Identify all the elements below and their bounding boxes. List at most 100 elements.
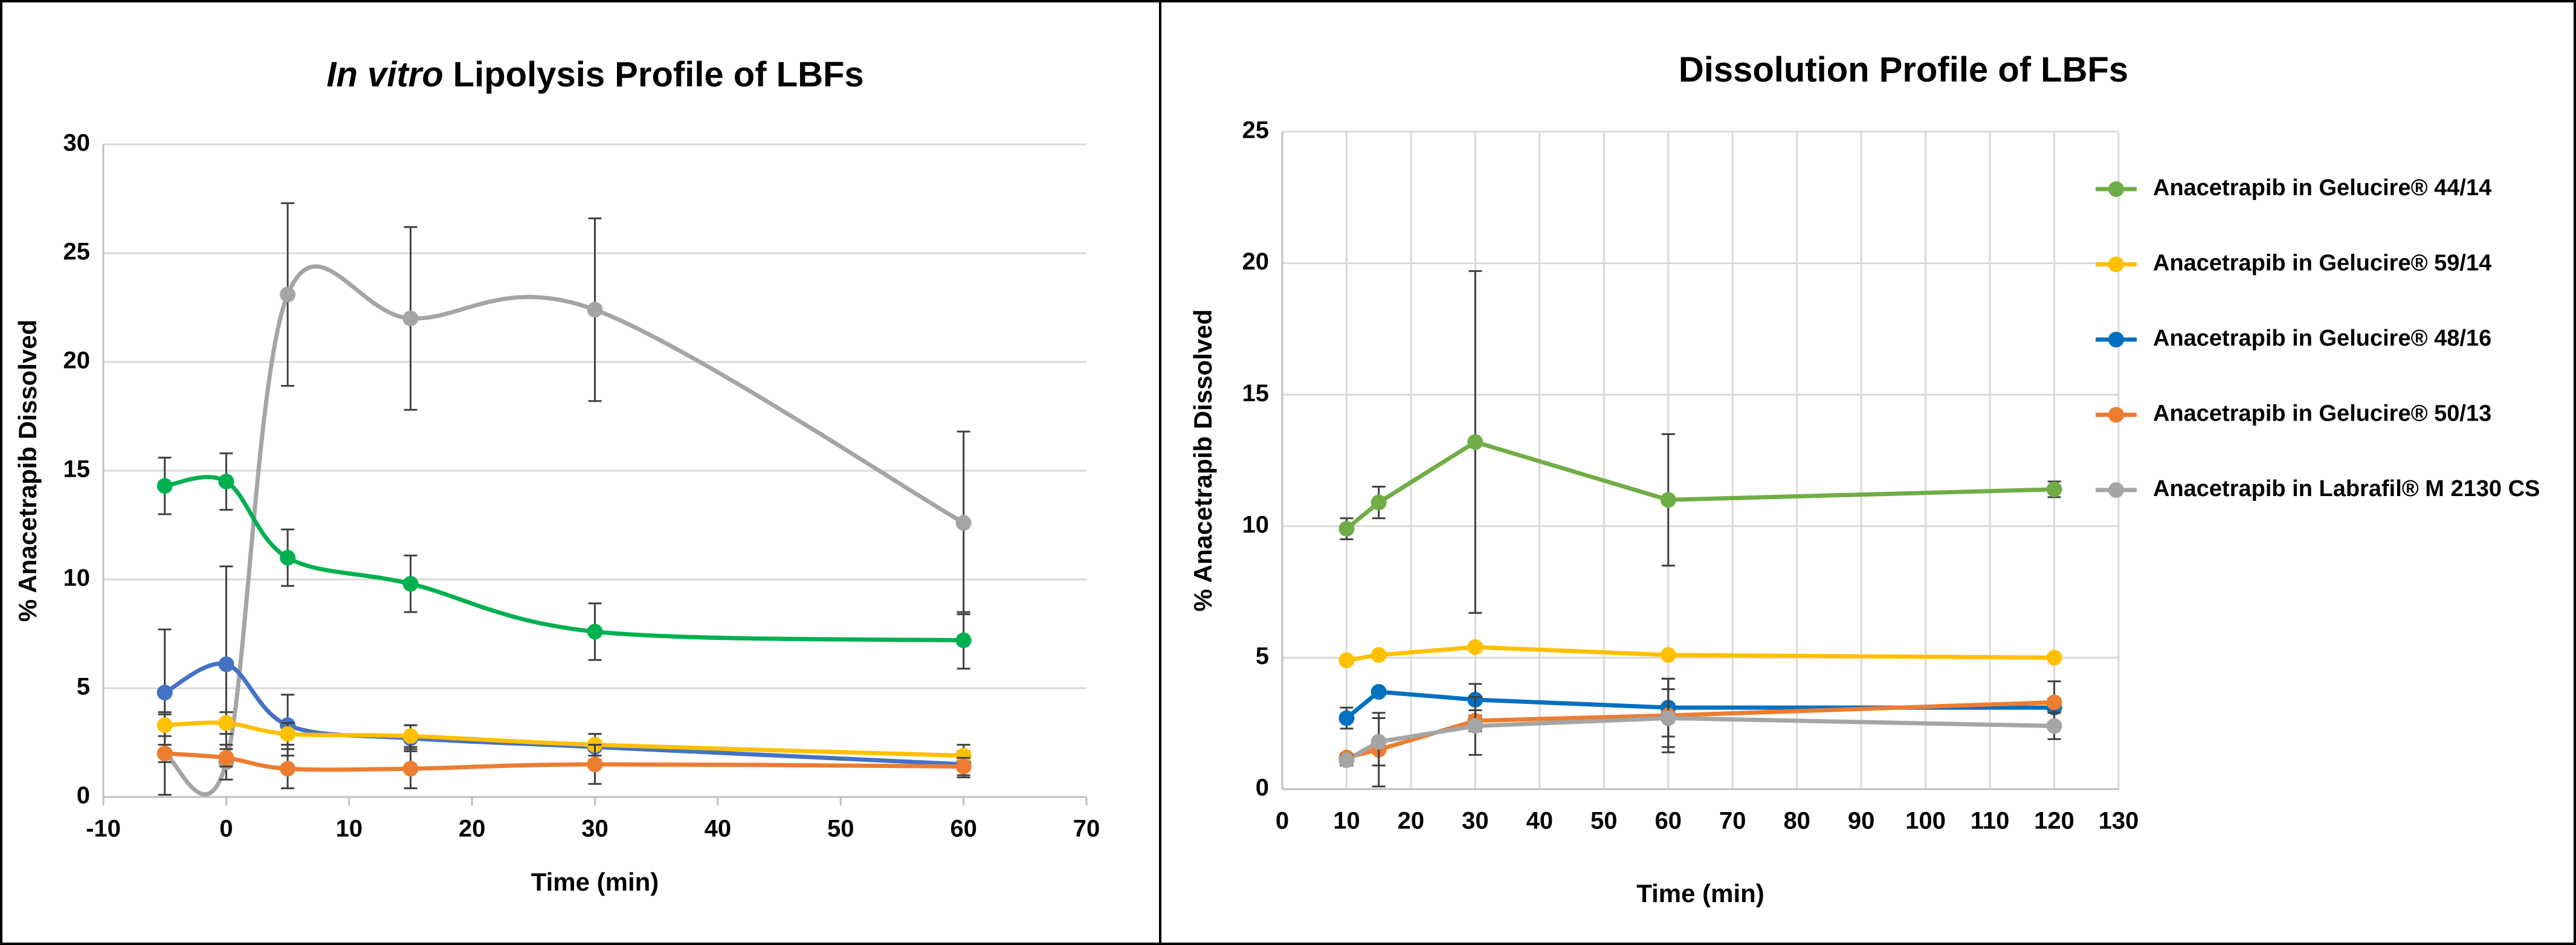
y-tick-label: 10 [63,565,91,592]
data-point [218,715,234,731]
x-tick-label: 30 [581,816,608,842]
legend-marker [2108,181,2124,197]
x-tick-label: 20 [459,816,486,842]
x-tick-label: 70 [1719,808,1746,834]
data-point [587,624,603,640]
series-line [164,264,965,796]
x-tick-label: 10 [1333,808,1360,834]
x-axis-label: Time (min) [1636,879,1764,908]
data-point [2046,481,2062,497]
data-point [1370,683,1387,700]
title-part: Dissolution Profile of LBFs [1679,50,2128,89]
data-point [955,632,972,648]
data-point [1467,639,1483,655]
data-point [587,756,603,772]
data-point [280,286,296,303]
x-tick-label: 130 [2099,808,2139,834]
y-tick-label: 15 [63,456,91,483]
x-tick-label: 0 [1276,808,1289,834]
y-tick-label: 0 [77,782,90,809]
y-axis-label: % Anacetrapib Dissolved [1189,309,1217,611]
data-point [157,478,173,494]
data-point [280,550,296,566]
data-point [218,474,234,489]
data-point [157,746,173,761]
legend-marker [2108,332,2124,347]
data-point [955,747,972,764]
chart-title: In vitro Lipolysis Profile of LBFs [326,55,864,94]
data-point [157,685,173,701]
x-tick-label: -10 [86,816,121,842]
title-part: In vitro [326,55,443,94]
y-tick-label: 30 [63,130,91,156]
data-point [1660,647,1676,663]
data-point [955,758,972,775]
x-tick-label: 40 [1526,808,1554,834]
y-tick-label: 5 [77,674,90,700]
series-line [1345,440,2055,531]
x-tick-label: 50 [827,816,854,842]
x-tick-label: 100 [1905,808,1946,834]
legend-label: Anacetrapib in Gelucire® 48/16 [2153,326,2491,351]
x-tick-label: 60 [1655,808,1682,834]
x-tick-label: 20 [1398,808,1425,834]
data-point [1338,752,1355,769]
legend-marker [2108,256,2124,273]
data-point [280,761,296,777]
y-axis-label: % Anacetrapib Dissolved [13,320,42,622]
data-point [157,717,173,734]
y-tick-label: 10 [1242,511,1270,538]
data-point [587,302,603,318]
series-line [1345,716,2055,763]
data-point [218,750,234,766]
legend-marker [2108,407,2124,423]
data-point [1467,718,1483,734]
data-point [218,656,234,672]
data-point [1338,652,1355,668]
data-point [402,761,419,777]
y-tick-label: 20 [1242,248,1270,275]
data-point [2046,718,2062,734]
x-tick-label: 120 [2034,808,2074,834]
data-point [1338,521,1355,537]
x-tick-label: 60 [950,816,977,842]
legend-label: Anacetrapib in Gelucire® 44/14 [2153,175,2491,201]
data-point [402,311,419,326]
data-point [2046,650,2062,666]
x-tick-label: 50 [1590,808,1618,834]
legend-label: Anacetrapib in Gelucire® 50/13 [2153,401,2491,427]
data-point [1370,647,1387,663]
data-point [1467,434,1483,450]
data-point [1370,494,1387,511]
x-tick-label: 40 [705,816,732,842]
legend-label: Anacetrapib in Gelucire® 59/14 [2153,251,2491,276]
title-part: Lipolysis Profile of LBFs [453,55,864,94]
y-tick-label: 25 [63,239,91,265]
x-tick-label: 0 [219,816,233,842]
data-point [1370,734,1387,750]
legend-marker [2108,482,2124,498]
y-tick-label: 15 [1242,380,1270,407]
x-axis-label: Time (min) [531,868,659,896]
data-point [402,728,419,744]
x-tick-label: 70 [1073,816,1100,842]
data-point [2046,694,2062,711]
y-tick-label: 25 [1242,117,1270,144]
data-point [1660,710,1676,726]
chart-title: Dissolution Profile of LBFs [1679,50,2128,89]
legend-label: Anacetrapib in Labrafil® M 2130 CS [2153,476,2540,502]
y-tick-label: 20 [63,347,91,374]
x-tick-label: 110 [1971,808,2010,834]
data-point [280,726,296,742]
x-tick-label: 10 [336,816,363,842]
x-tick-label: 80 [1783,808,1810,834]
x-tick-label: 30 [1462,808,1489,834]
data-point [955,515,972,531]
data-point [1338,710,1355,726]
y-tick-label: 0 [1256,775,1269,801]
data-point [402,576,419,592]
panel-border [0,0,1161,945]
data-point [1660,492,1676,508]
y-tick-label: 5 [1256,643,1269,669]
